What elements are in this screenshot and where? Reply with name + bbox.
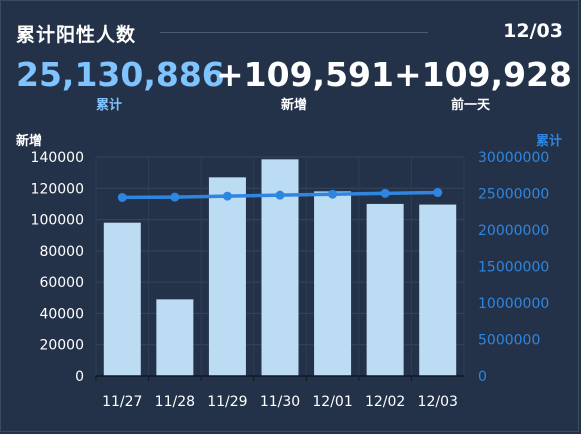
new-value: +109,591 [216, 55, 394, 94]
left-tick-label: 80000 [39, 244, 84, 260]
bar [103, 222, 141, 376]
right-tick-label: 25000000 [478, 187, 549, 203]
x-tick-label: 12/03 [418, 394, 458, 410]
x-tick-label: 11/30 [260, 394, 300, 410]
cumulative-point [433, 188, 443, 198]
left-tick-label: 100000 [31, 213, 84, 229]
bar [366, 203, 404, 376]
cumulative-label: 累计 [96, 98, 123, 113]
x-tick-label: 12/01 [312, 394, 352, 410]
cumulative-point [117, 192, 127, 202]
x-tick-label: 11/27 [102, 394, 142, 410]
left-axis-title: 新增 [16, 134, 43, 149]
right-tick-label: 30000000 [478, 150, 549, 166]
cumulative-point [275, 190, 285, 200]
cumulative-point [328, 189, 338, 199]
cumulative-point [222, 191, 232, 201]
header-divider [160, 32, 428, 33]
bar [314, 191, 352, 376]
prev-day-value: +109,928 [394, 55, 572, 94]
left-tick-label: 60000 [39, 275, 84, 291]
bar [208, 177, 246, 376]
new-label: 新增 [281, 98, 308, 113]
x-tick-label: 11/28 [155, 394, 195, 410]
right-tick-label: 20000000 [478, 223, 549, 239]
page-title: 累计阳性人数 [16, 24, 137, 46]
header-date: 12/03 [503, 20, 563, 42]
right-tick-label: 5000000 [478, 333, 540, 349]
right-axis-title: 累计 [536, 134, 563, 149]
bar [156, 299, 194, 376]
right-tick-label: 10000000 [478, 296, 549, 312]
prev-day-label: 前一天 [451, 98, 491, 113]
x-tick-label: 12/02 [365, 394, 405, 410]
cumulative-point [380, 188, 390, 198]
cumulative-point [170, 192, 180, 202]
left-tick-label: 20000 [39, 338, 84, 354]
left-tick-label: 120000 [31, 181, 84, 197]
x-tick-label: 11/29 [207, 394, 247, 410]
left-tick-label: 140000 [31, 150, 84, 166]
bar [419, 204, 457, 376]
cumulative-value: 25,130,886 [16, 55, 225, 94]
left-tick-label: 0 [75, 369, 84, 385]
right-tick-label: 15000000 [478, 260, 549, 276]
left-tick-label: 40000 [39, 306, 84, 322]
right-tick-label: 0 [478, 369, 487, 385]
